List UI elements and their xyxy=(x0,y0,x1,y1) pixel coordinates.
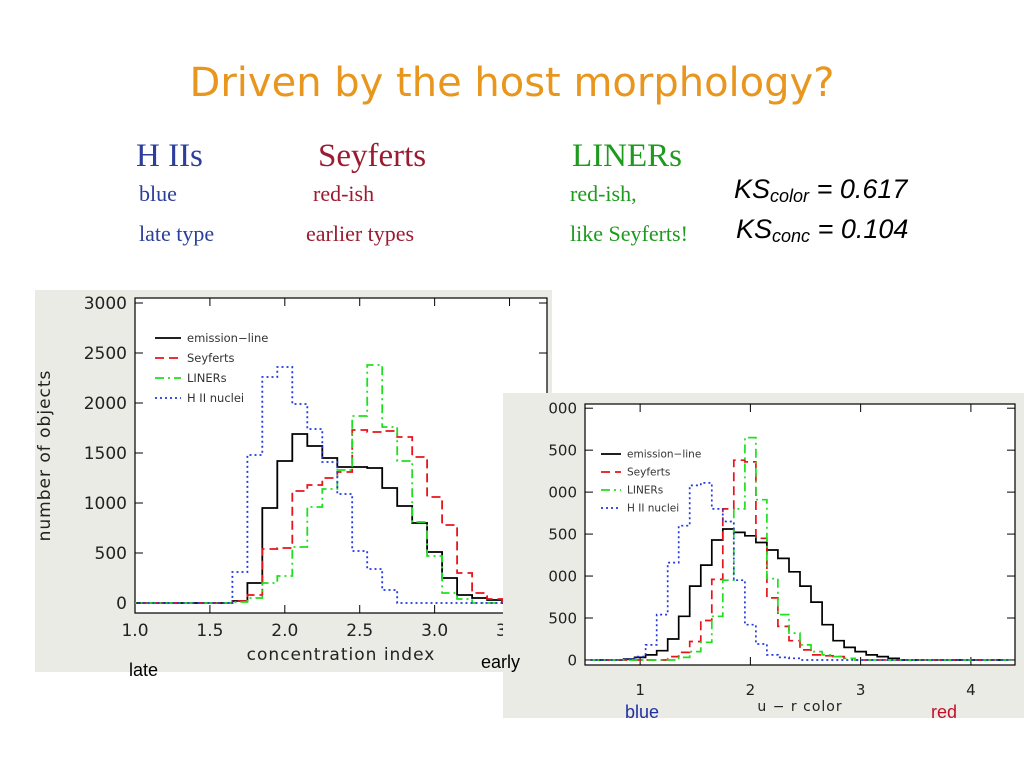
plot-area xyxy=(134,297,548,614)
series-line-emission-line xyxy=(590,528,1010,661)
legend-label: H II nuclei xyxy=(187,391,244,405)
x-tick-label: 1.5 xyxy=(196,621,223,641)
x-tick-label: 2.5 xyxy=(346,621,373,641)
y-tick-label: 500 xyxy=(548,525,577,543)
x-tick-label: 4 xyxy=(966,681,976,699)
early-caption: early xyxy=(481,652,521,672)
y-tick-label: 1500 xyxy=(84,444,127,464)
ks-color-stat: KScolor = 0.617 xyxy=(734,174,908,206)
y-tick-label: 500 xyxy=(95,544,127,564)
liners-heading: LINERs xyxy=(572,138,682,174)
x-axis-label: u − r color xyxy=(757,699,842,715)
color-histogram: 0 500 000 500 000 500 000 1 2 3 4 u − r color emissi… xyxy=(503,393,1024,718)
x-tick-label: 3 xyxy=(856,681,866,699)
y-axis-label: number of objects xyxy=(35,370,55,542)
y-tick-label: 000 xyxy=(548,484,577,502)
late-caption: late xyxy=(129,660,159,680)
seyferts-color-note: red-ish xyxy=(313,181,375,206)
x-tick-label: 3.0 xyxy=(421,621,448,641)
x-axis-label: concentration index xyxy=(247,645,436,665)
hii-color-note: blue xyxy=(139,181,177,206)
legend-label: LINERs xyxy=(627,485,663,497)
series-line-liners xyxy=(590,436,1010,661)
y-tick-label: 000 xyxy=(548,400,577,418)
legend-label: H II nuclei xyxy=(627,503,679,515)
red-caption: red xyxy=(931,702,958,722)
seyferts-type-note: earlier types xyxy=(306,221,415,246)
y-tick-label: 000 xyxy=(548,567,577,585)
legend-label: emission−line xyxy=(187,331,268,345)
legend-label: LINERs xyxy=(187,371,227,385)
y-tick-label: 2000 xyxy=(84,394,127,414)
x-tick-label: 2 xyxy=(746,681,756,699)
series-line-h-ii-nuclei xyxy=(590,482,1010,661)
y-tick-label: 0 xyxy=(116,594,127,614)
concentration-index-histogram: 0500100015002000250030001.01.52.02.53.03… xyxy=(35,290,552,672)
y-tick-label: 2500 xyxy=(84,344,127,364)
ks-conc-stat: KSconc = 0.104 xyxy=(736,214,909,246)
plot-area xyxy=(584,403,1016,666)
hii-type-note: late type xyxy=(139,221,215,246)
series-line-h-ii-nuclei xyxy=(135,366,547,604)
liners-color-note: red-ish, xyxy=(570,181,637,206)
legend-label: Seyferts xyxy=(187,351,235,365)
x-tick-label: 1 xyxy=(635,681,645,699)
liners-type-note: like Seyferts! xyxy=(570,221,688,246)
y-tick-label: 0 xyxy=(567,651,577,669)
legend-label: emission−line xyxy=(627,449,701,461)
series-line-liners xyxy=(135,364,547,604)
legend-label: Seyferts xyxy=(627,467,670,479)
y-tick-label: 3000 xyxy=(84,294,127,314)
y-tick-label: 500 xyxy=(548,609,577,627)
y-tick-label: 1000 xyxy=(84,494,127,514)
blue-caption: blue xyxy=(625,702,660,722)
x-tick-label: 1.0 xyxy=(121,621,148,641)
hii-heading: H IIs xyxy=(136,138,203,174)
x-tick-label: 2.0 xyxy=(271,621,298,641)
seyferts-heading: Seyferts xyxy=(318,138,427,174)
slide-title: Driven by the host morphology? xyxy=(189,60,835,106)
y-tick-label: 500 xyxy=(548,442,577,460)
